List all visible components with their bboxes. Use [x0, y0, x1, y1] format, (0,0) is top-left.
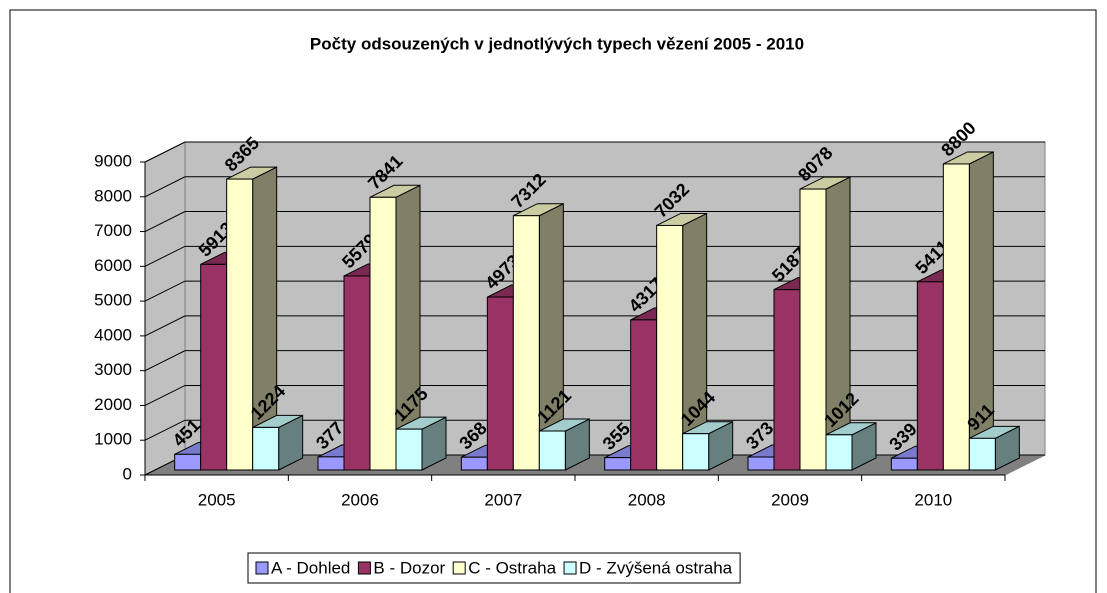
bar-front — [486, 296, 514, 471]
bar-front — [252, 426, 280, 471]
y-tick-label: 6000 — [94, 256, 132, 275]
grid-line — [144, 176, 1045, 198]
bar-front — [747, 456, 775, 471]
bar-front — [369, 196, 397, 471]
x-tick-label: 2006 — [341, 490, 379, 509]
bar-front — [317, 456, 345, 471]
legend-swatch — [357, 561, 371, 575]
legend-swatch — [452, 561, 466, 575]
bar-front — [773, 289, 801, 471]
y-tick-label: 5000 — [94, 291, 132, 310]
bar — [512, 202, 564, 471]
y-tick-label: 3000 — [94, 360, 132, 379]
y-tick-label: 0 — [123, 464, 132, 483]
bar-front — [942, 163, 970, 471]
y-tick-label: 2000 — [94, 395, 132, 414]
legend-label: B - Dozor — [373, 558, 445, 577]
bar-front — [799, 188, 827, 471]
legend-swatch — [563, 561, 577, 575]
grid-line — [144, 245, 1045, 267]
bar-front — [630, 319, 658, 471]
back-wall — [184, 141, 1046, 456]
legend-box — [247, 552, 741, 584]
bar — [799, 176, 851, 471]
bar — [226, 166, 278, 471]
bar-front — [226, 178, 254, 471]
bar-front — [916, 281, 944, 471]
y-tick-label: 7000 — [94, 221, 132, 240]
bar — [252, 414, 304, 471]
x-tick-label: 2009 — [771, 490, 809, 509]
bar-front — [604, 457, 632, 471]
bar — [968, 425, 1020, 471]
chart-title: Počty odsouzených v jednotlývých typech … — [310, 34, 804, 53]
bar-front — [174, 453, 202, 471]
bar-front — [200, 263, 228, 471]
legend-label: D - Zvýšená ostraha — [579, 558, 733, 577]
bar-front — [890, 457, 918, 471]
grid-line — [144, 211, 1045, 233]
legend-swatch — [255, 561, 269, 575]
plot-area: 0 1000 2000 3000 4000 5000 6000 7000 8000 9000 200… — [94, 118, 1046, 509]
y-tick-label: 8000 — [94, 186, 132, 205]
y-tick-label: 4000 — [94, 325, 132, 344]
y-tick-label: 9000 — [94, 151, 132, 170]
grid-line — [144, 141, 1045, 163]
bar — [825, 421, 877, 471]
legend-label: A - Dohled — [271, 558, 350, 577]
x-tick-label: 2010 — [914, 490, 952, 509]
x-tick-label: 2005 — [198, 490, 236, 509]
bar-front — [460, 456, 488, 471]
bar-front — [825, 434, 853, 471]
bar-front — [395, 428, 423, 471]
bar-front — [538, 430, 566, 471]
bar-front — [682, 433, 710, 471]
x-tick-label: 2007 — [484, 490, 522, 509]
x-tick-label: 2008 — [628, 490, 666, 509]
bar — [682, 420, 734, 471]
bar — [369, 184, 421, 471]
legend-label: C - Ostraha — [468, 558, 556, 577]
bar — [656, 212, 708, 471]
grid-line — [144, 419, 1045, 441]
y-tick-label: 1000 — [94, 430, 132, 449]
grid-line — [144, 315, 1045, 337]
bar-front — [968, 437, 996, 471]
grid-line — [144, 384, 1045, 406]
grid-line — [144, 280, 1045, 302]
bar — [942, 151, 994, 471]
bar-front — [343, 275, 371, 471]
bar — [395, 416, 447, 471]
legend: A - Dohled B - Dozor C - Ostraha D - Zvýšen… — [247, 552, 741, 584]
chart-frame — [9, 9, 1097, 593]
bar-front — [656, 224, 684, 471]
bar-front — [512, 215, 540, 471]
grid-line — [144, 350, 1045, 372]
bar — [538, 418, 590, 471]
